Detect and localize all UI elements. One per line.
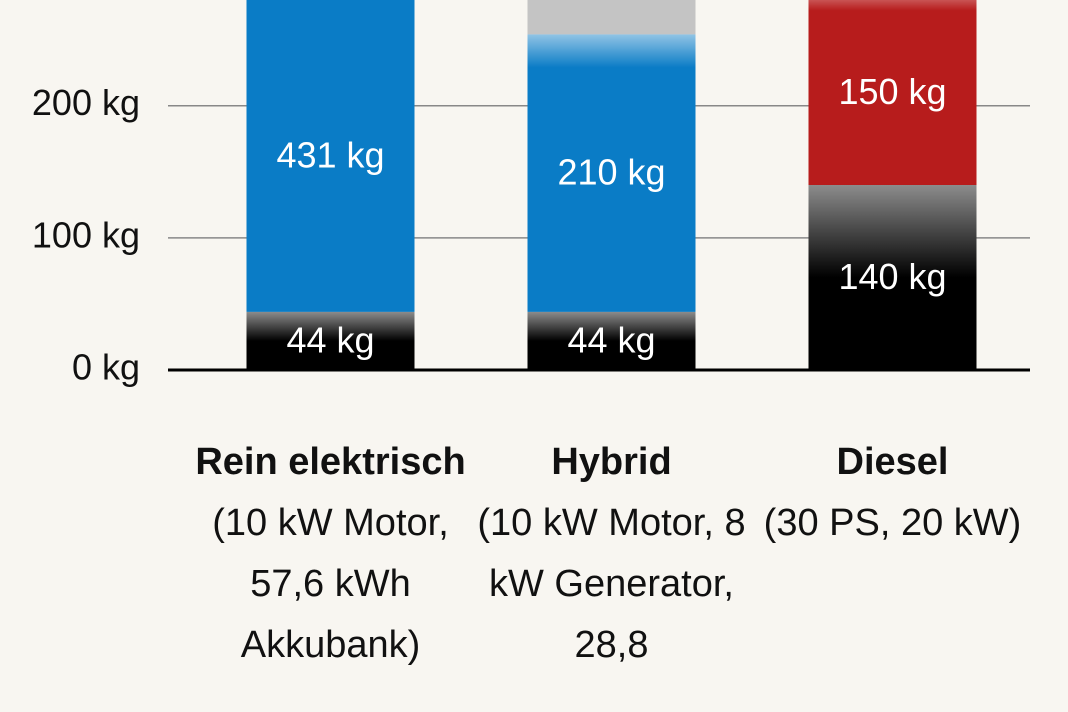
segment-shade	[527, 311, 696, 370]
segment-shade	[808, 0, 977, 185]
y-tick-label: 200 kg	[32, 82, 140, 123]
category-detail: (10 kW Motor, 57,6 kWh Akkubank)	[212, 502, 449, 666]
y-tick-label: 100 kg	[32, 214, 140, 255]
value-label: 150 kg	[838, 71, 946, 112]
category-detail: (10 kW Motor, 8 kW Generator, 28,8	[477, 502, 746, 666]
category-name: Hybrid	[551, 441, 672, 483]
category-label: Diesel (30 PS, 20 kW)	[743, 432, 1043, 554]
y-tick-label: 0 kg	[72, 347, 140, 388]
segment-shade	[246, 311, 415, 370]
segment-shade	[527, 0, 696, 35]
value-label: 210 kg	[557, 152, 665, 193]
category-name: Diesel	[836, 441, 949, 483]
category-label: Hybrid (10 kW Motor, 8 kW Generator, 28,8	[462, 432, 762, 676]
category-detail: (30 PS, 20 kW)	[763, 502, 1022, 544]
segment-shade	[808, 185, 977, 370]
segment-shade	[527, 34, 696, 312]
value-label: 431 kg	[276, 134, 384, 175]
value-label: 140 kg	[838, 256, 946, 297]
segment-shade	[246, 0, 415, 312]
category-name: Rein elektrisch	[195, 441, 466, 483]
value-label: 44 kg	[567, 319, 655, 360]
value-label: 44 kg	[286, 319, 374, 360]
category-label: Rein elektrisch (10 kW Motor, 57,6 kWh Ak…	[181, 432, 481, 676]
